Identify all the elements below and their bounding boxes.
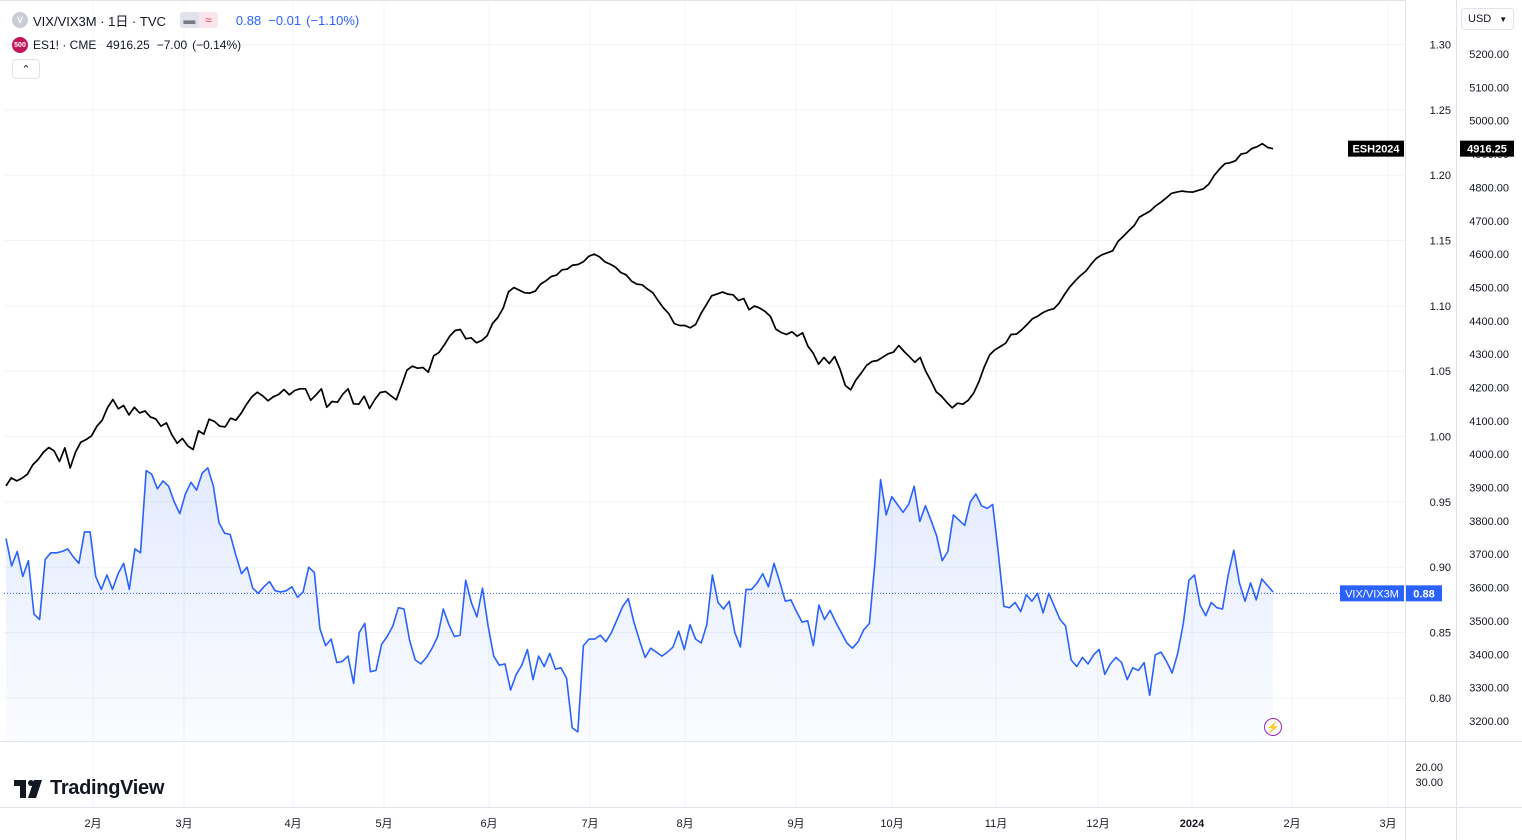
time-axis-tick: 7月 <box>581 818 598 830</box>
vix-scale-tick: 1.30 <box>1430 40 1451 52</box>
es-scale-tick: 3700.00 <box>1469 549 1509 561</box>
time-axis-tick: 2024 <box>1180 818 1205 830</box>
es-name-badge-text: ESH2024 <box>1352 144 1400 156</box>
vix-scale-tick: 1.00 <box>1430 432 1451 444</box>
es-name-badge <box>1348 140 1404 157</box>
legend-main-row: V VIX/VIX3M · 1日 · TVC ▬ ≈ 0.88 −0.01 (−1… <box>12 10 359 30</box>
es-scale-tick: 4300.00 <box>1469 349 1509 361</box>
vix-scale-tick: 0.80 <box>1430 693 1451 705</box>
es-scale-tick: 5200.00 <box>1469 49 1509 61</box>
time-axis-tick: 2月 <box>1283 818 1300 830</box>
es-scale-tick: 3300.00 <box>1469 683 1509 695</box>
es-value-badge <box>1460 140 1514 157</box>
time-axis-tick: 3月 <box>175 818 192 830</box>
vix-name-badge-text: VIX/VIX3M <box>1345 588 1399 600</box>
vix-scale-tick: 1.05 <box>1430 366 1451 378</box>
es-scale-tick: 4200.00 <box>1469 383 1509 395</box>
currency-label: USD <box>1468 13 1492 25</box>
es-scale-tick: 4500.00 <box>1469 282 1509 294</box>
vix-scale-tick: 0.95 <box>1430 497 1451 509</box>
vix-scale-tick: 1.20 <box>1430 170 1451 182</box>
es-scale-tick: 3800.00 <box>1469 516 1509 528</box>
legend-style-toggle[interactable]: ▬ ≈ <box>179 12 218 28</box>
legend-overlay-change: −7.00 <box>156 38 188 52</box>
tradingview-logo-icon <box>14 779 42 798</box>
vix-series-line[interactable] <box>5 467 1274 733</box>
currency-selector[interactable]: USD ▼ <box>1461 8 1514 30</box>
symbol-logo-icon: V <box>12 12 28 28</box>
tradingview-logo[interactable]: TradingView <box>14 777 164 800</box>
lower-pane-tick: 20.00 <box>1415 762 1443 774</box>
vix-scale-tick: 1.10 <box>1430 301 1451 313</box>
es-scale-tick: 4100.00 <box>1469 416 1509 428</box>
lower-pane-tick: 30.00 <box>1415 777 1443 789</box>
es-scale-tick: 4600.00 <box>1469 249 1509 261</box>
vix-scale-tick: 1.25 <box>1430 105 1451 117</box>
legend-overlay-change-pct: (−0.14%) <box>192 38 242 52</box>
es-scale-tick: 3900.00 <box>1469 483 1509 495</box>
es-series-line[interactable] <box>5 142 1274 487</box>
es-value-badge-text: 4916.25 <box>1467 144 1507 156</box>
es-scale-tick: 4400.00 <box>1469 316 1509 328</box>
legend-collapse-button[interactable]: ⌃ <box>12 59 40 79</box>
es-scale-tick: 3600.00 <box>1469 583 1509 595</box>
time-axis-tick: 11月 <box>985 818 1007 830</box>
es-scale-tick: 3400.00 <box>1469 649 1509 661</box>
legend-main-last: 0.88 <box>235 12 262 28</box>
flash-icon[interactable]: ⚡ <box>1264 718 1282 736</box>
legend-main-change-pct: (−1.10%) <box>306 12 360 28</box>
es-scale-tick: 4000.00 <box>1469 449 1509 461</box>
approx-icon[interactable]: ≈ <box>198 12 218 28</box>
legend-main-change: −0.01 <box>268 12 302 28</box>
vix-scale-tick: 0.85 <box>1430 628 1451 640</box>
time-axis-tick: 3月 <box>1379 818 1396 830</box>
es-scale-tick: 3500.00 <box>1469 616 1509 628</box>
es-scale-tick: 4700.00 <box>1469 216 1509 228</box>
vix-name-badge <box>1340 585 1404 602</box>
legend-overlay-title[interactable]: ES1! · CME <box>33 38 97 52</box>
vix-area <box>6 467 1273 741</box>
chevron-up-icon: ⌃ <box>21 63 31 76</box>
vix-scale-tick: 1.15 <box>1430 236 1451 248</box>
time-axis-tick: 10月 <box>880 818 903 830</box>
brand-name: TradingView <box>50 777 165 799</box>
legend-overlay-row: 500 ES1! · CME 4916.25 −7.00 (−0.14%) <box>12 35 241 55</box>
vix-scale-tick: 0.90 <box>1430 562 1451 574</box>
vix-value-badge <box>1406 585 1442 602</box>
time-axis-tick: 9月 <box>787 818 804 830</box>
time-axis-tick: 12月 <box>1086 818 1109 830</box>
es-scale-tick: 5100.00 <box>1469 82 1509 94</box>
time-axis-tick: 2月 <box>84 818 101 830</box>
minus-icon[interactable]: ▬ <box>179 12 199 28</box>
legend-main-title[interactable]: VIX/VIX3M · 1日 · TVC <box>33 13 166 29</box>
vix-value-badge-text: 0.88 <box>1413 588 1434 600</box>
time-axis-tick: 6月 <box>480 818 497 830</box>
time-axis-tick: 4月 <box>284 818 301 830</box>
time-axis-tick: 8月 <box>676 818 693 830</box>
es-scale-tick: 4800.00 <box>1469 182 1509 194</box>
es-scale-tick: 5000.00 <box>1469 116 1509 128</box>
es-logo-icon: 500 <box>12 37 28 53</box>
es-scale-tick: 3200.00 <box>1469 716 1509 728</box>
chevron-down-icon: ▼ <box>1499 14 1508 24</box>
legend-overlay-last: 4916.25 <box>106 38 150 52</box>
time-axis-tick: 5月 <box>375 818 392 830</box>
